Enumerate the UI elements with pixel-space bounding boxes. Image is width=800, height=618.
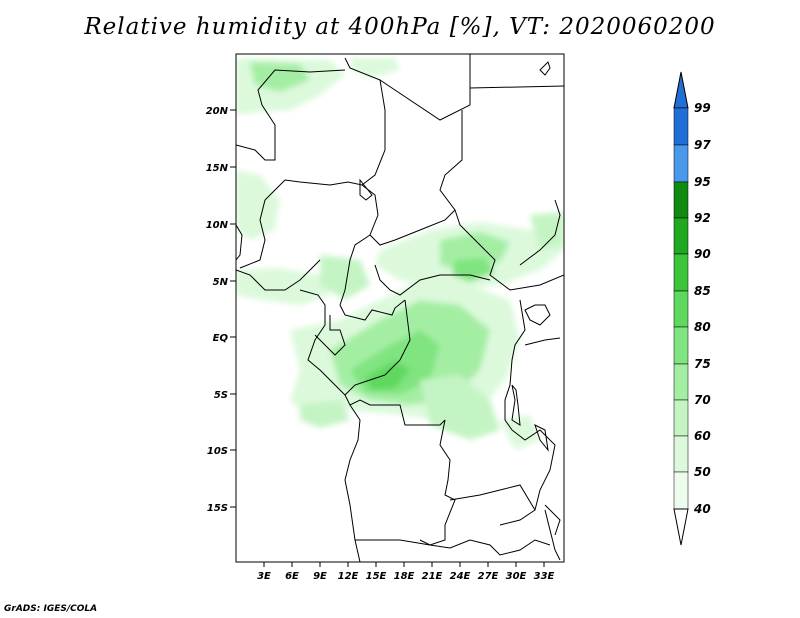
chart-title: Relative humidity at 400hPa [%], VT: 202…: [84, 14, 716, 40]
colorbar: 99 97 95 92 90 85 80 75 70 60 50 40: [673, 71, 711, 546]
colorbar-label: 85: [694, 284, 711, 298]
country-borders: [236, 54, 564, 562]
colorbar-label: 92: [694, 211, 711, 225]
map-frame: [235, 53, 565, 563]
lon-label: 30E: [506, 571, 527, 582]
humidity-patch: [530, 212, 564, 250]
lon-label: 15E: [366, 571, 387, 582]
colorbar-label: 75: [694, 357, 711, 371]
lon-label: 21E: [422, 571, 443, 582]
colorbar-label: 50: [694, 465, 711, 479]
lon-label: 6E: [285, 571, 299, 582]
humidity-patch: [236, 170, 280, 240]
lat-label: 5S: [214, 390, 228, 401]
humidity-patch: [500, 415, 540, 450]
humidity-patch: [350, 58, 400, 78]
lon-axis: 3E 6E 9E 12E 15E 18E 21E 24E 27E 30E 33E: [257, 562, 555, 582]
colorbar-segment: [673, 399, 689, 437]
lon-label: 12E: [338, 571, 359, 582]
colorbar-segment: [673, 326, 689, 365]
humidity-shading: [236, 58, 564, 450]
lat-label: 5N: [213, 277, 229, 288]
lat-label: 20N: [206, 106, 229, 117]
lon-label: 24E: [450, 571, 471, 582]
colorbar-label: 40: [693, 502, 711, 516]
lon-label: 3E: [257, 571, 271, 582]
humidity-patch: [452, 258, 495, 282]
colorbar-label: 99: [694, 101, 711, 115]
colorbar-label: 97: [694, 138, 711, 152]
colorbar-segment: [673, 290, 689, 328]
colorbar-segment: [673, 107, 689, 146]
colorbar-segment: [673, 181, 689, 219]
lon-label: 27E: [478, 571, 499, 582]
lat-label: 15N: [206, 163, 229, 174]
lon-label: 33E: [534, 571, 555, 582]
humidity-patch: [250, 62, 310, 92]
humidity-patch: [236, 268, 330, 305]
colorbar-segment: [673, 363, 689, 401]
colorbar-segment: [673, 471, 689, 510]
colorbar-segment: [673, 435, 689, 473]
lat-label: 15S: [207, 503, 228, 514]
humidity-patch: [300, 400, 350, 428]
colorbar-label: 80: [694, 320, 711, 334]
humidity-patch: [420, 375, 500, 440]
colorbar-bottom-triangle: [673, 508, 689, 546]
lat-label: 10N: [206, 220, 229, 231]
humidity-patch: [365, 360, 410, 390]
colorbar-segment: [673, 144, 689, 183]
colorbar-top-triangle: [673, 71, 689, 109]
humidity-patch: [320, 255, 370, 300]
colorbar-label: 90: [694, 247, 711, 261]
lat-label: EQ: [213, 333, 229, 344]
colorbar-segment: [673, 253, 689, 292]
colorbar-segment: [673, 217, 689, 255]
lat-axis: 20N 15N 10N 5N EQ 5S 10S 15S: [206, 106, 236, 514]
lat-label: 10S: [207, 446, 228, 457]
colorbar-label: 70: [694, 393, 711, 407]
colorbar-label: 60: [694, 429, 711, 443]
lon-label: 18E: [394, 571, 415, 582]
lon-label: 9E: [313, 571, 327, 582]
credit-text: GrADS: IGES/COLA: [4, 604, 98, 614]
colorbar-label: 95: [694, 175, 711, 189]
